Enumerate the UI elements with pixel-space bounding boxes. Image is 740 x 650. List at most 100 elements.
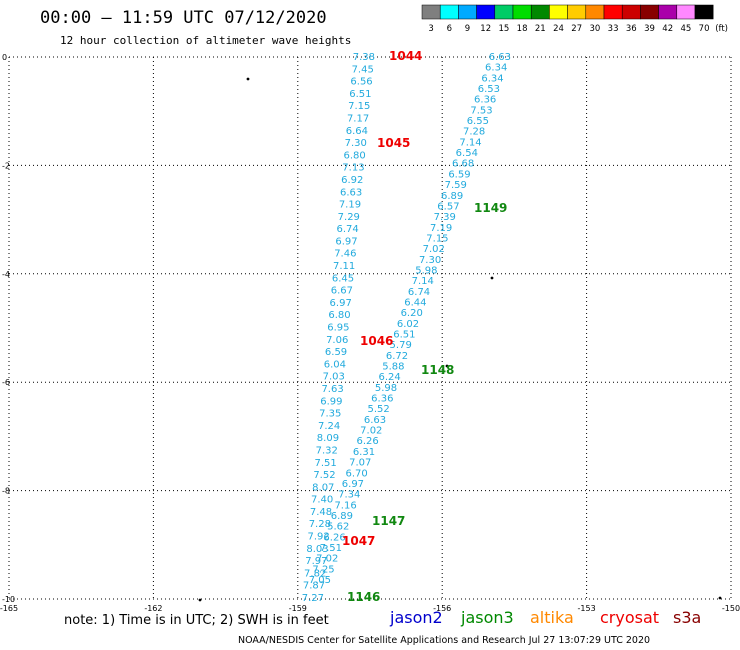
swh-value-track-b: 6.72 (386, 351, 408, 362)
swh-value-track-a: 6.99 (320, 396, 342, 407)
satellite-label-altika: altika (530, 608, 574, 627)
page-subtitle: 12 hour collection of altimeter wave hei… (60, 34, 352, 47)
swh-value-track-b: 6.55 (467, 116, 489, 127)
swh-value-track-b: 7.53 (470, 105, 492, 116)
swh-value-track-b: 6.20 (401, 308, 423, 319)
swh-value-track-a: 7.92 (308, 532, 330, 543)
legend-label-24: 24 (553, 24, 564, 34)
legend-label-9: 9 (465, 24, 470, 34)
swh-value-track-b: 5.88 (382, 362, 404, 373)
swh-value-track-b: 6.74 (408, 287, 430, 298)
swh-value-track-b: 6.68 (452, 159, 474, 170)
swh-value-track-a: 7.17 (347, 113, 369, 124)
swh-value-track-b: 5.79 (390, 340, 412, 351)
y-tick-label: -6 (2, 378, 10, 387)
swh-value-track-b: 7.28 (463, 127, 485, 138)
legend-label-21: 21 (535, 24, 546, 34)
swh-value-track-b: 6.34 (481, 73, 503, 84)
swh-value-track-b: 6.44 (404, 297, 426, 308)
swh-value-track-b: 7.39 (434, 212, 456, 223)
legend-label-45: 45 (680, 24, 691, 34)
swh-value-track-b: 6.36 (474, 95, 496, 106)
swh-value-track-a: 7.35 (319, 409, 341, 420)
legend-label-36: 36 (626, 24, 637, 34)
swh-value-track-a: 7.82 (304, 568, 326, 579)
swh-value-track-a: 7.24 (318, 421, 340, 432)
legend-label-27: 27 (571, 24, 582, 34)
swh-value-track-a: 7.63 (321, 384, 343, 395)
time-label-green: 1148 (421, 363, 454, 377)
swh-value-track-a: 7.45 (352, 64, 374, 75)
swh-value-track-a: 6.92 (341, 175, 363, 186)
swh-value-track-a: 6.80 (328, 310, 350, 321)
time-label-red: 1045 (377, 136, 410, 150)
swh-value-track-b: 6.24 (379, 372, 401, 383)
x-tick-label: -162 (144, 604, 162, 612)
swh-value-track-a: 7.13 (342, 163, 364, 174)
swh-value-track-b: 7.15 (426, 233, 448, 244)
swh-value-track-b: 6.59 (448, 169, 470, 180)
swh-value-track-b: 6.53 (478, 84, 500, 95)
swh-value-track-b: 7.14 (412, 276, 434, 287)
legend-label-33: 33 (608, 24, 619, 34)
time-label-red: 1047 (342, 534, 375, 548)
swh-value-track-b: 5.62 (327, 522, 349, 533)
swh-value-track-b: 6.02 (397, 319, 419, 330)
swh-value-track-a: 7.38 (353, 52, 375, 63)
swh-value-track-b: 6.97 (342, 479, 364, 490)
swh-value-track-b: 7.34 (338, 490, 360, 501)
satellite-label-s3a: s3a (673, 608, 702, 627)
page-title: 00:00 – 11:59 UTC 07/12/2020 (40, 8, 327, 28)
legend-unit: (ft) (715, 24, 728, 34)
time-label-red: 1044 (389, 49, 422, 63)
swh-value-track-a: 7.06 (326, 335, 348, 346)
swh-value-track-b: 6.26 (356, 436, 378, 447)
time-label-green: 1146 (347, 590, 380, 604)
swh-value-track-a: 7.48 (310, 507, 332, 518)
y-tick-label: -2 (2, 161, 10, 170)
island-marker (718, 596, 722, 600)
swh-value-track-a: 7.29 (338, 212, 360, 223)
swh-value-track-a: 7.40 (311, 495, 333, 506)
swh-value-track-b: 6.54 (456, 148, 478, 159)
x-tick-label: -153 (578, 604, 596, 612)
island-marker (198, 598, 202, 602)
swh-value-track-b: 7.59 (445, 180, 467, 191)
y-tick-label: -10 (2, 595, 15, 604)
footer-credit: NOAA/NESDIS Center for Satellite Applica… (238, 635, 651, 646)
swh-value-track-a: 6.97 (335, 236, 357, 247)
island-marker (246, 77, 250, 81)
swh-value-track-a: 7.15 (348, 101, 370, 112)
swh-value-track-a: 6.63 (340, 187, 362, 198)
swh-value-track-a: 7.03 (323, 372, 345, 383)
swh-value-track-b: 6.51 (393, 330, 415, 341)
legend-label-39: 39 (644, 24, 655, 34)
satellite-label-jason3: jason3 (461, 608, 514, 627)
swh-value-track-a: 7.19 (339, 200, 361, 211)
time-label-red: 1046 (360, 334, 393, 348)
swh-value-track-a: 7.46 (334, 249, 356, 260)
y-tick-label: -4 (2, 270, 10, 279)
wave-height-map: -165 -162 -159 -156 -153 -150 0 -2 -4 -6 -8 -10 7.38… (0, 49, 740, 612)
x-tick-label: -156 (433, 604, 451, 612)
swh-value-track-b: 6.31 (353, 447, 375, 458)
satellite-label-cryosat: cryosat (600, 608, 660, 627)
swh-value-track-b: 6.57 (437, 201, 459, 212)
swh-value-track-a: 8.09 (317, 433, 339, 444)
swh-value-track-a: 7.30 (345, 138, 367, 149)
legend-swatch-70 (694, 4, 714, 20)
swh-value-track-b: 7.02 (360, 426, 382, 437)
swh-value-track-a: 6.64 (346, 126, 368, 137)
swh-value-track-b: 7.14 (459, 137, 481, 148)
swh-value-track-b: 7.51 (320, 543, 342, 554)
swh-value-track-b: 6.36 (371, 394, 393, 405)
time-label-green: 1149 (474, 201, 507, 215)
legend-label-42: 42 (662, 24, 673, 34)
swh-value-track-b: 5.98 (415, 265, 437, 276)
swh-value-track-a: 7.11 (333, 261, 355, 272)
note-text: note: 1) Time is in UTC; 2) SWH is in fe… (64, 613, 329, 628)
swh-value-track-a: 6.97 (330, 298, 352, 309)
swh-value-track-b: 6.34 (485, 63, 507, 74)
swh-value-track-a: 7.27 (302, 593, 324, 604)
swh-value-track-a: 6.51 (349, 89, 371, 100)
